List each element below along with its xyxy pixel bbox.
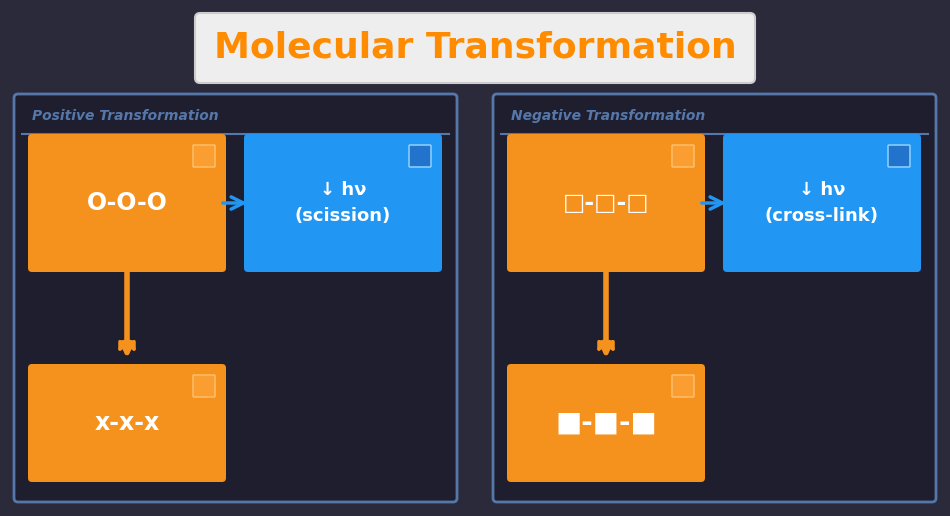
Text: ↓ hν
(scission): ↓ hν (scission) [294, 181, 391, 225]
FancyBboxPatch shape [672, 145, 694, 167]
FancyBboxPatch shape [195, 13, 755, 83]
FancyBboxPatch shape [409, 145, 431, 167]
Text: ↓ hν
(cross-link): ↓ hν (cross-link) [765, 181, 879, 225]
FancyBboxPatch shape [28, 364, 226, 482]
FancyBboxPatch shape [493, 94, 936, 502]
Text: O-O-O: O-O-O [86, 191, 167, 215]
FancyBboxPatch shape [244, 134, 442, 272]
Text: Molecular Transformation: Molecular Transformation [214, 31, 736, 65]
FancyBboxPatch shape [28, 134, 226, 272]
Text: x-x-x: x-x-x [94, 411, 160, 435]
FancyBboxPatch shape [507, 134, 705, 272]
Text: Positive Transformation: Positive Transformation [32, 109, 219, 123]
Text: ■-■-■: ■-■-■ [555, 409, 656, 437]
FancyBboxPatch shape [723, 134, 921, 272]
FancyBboxPatch shape [193, 145, 215, 167]
Text: □-□-□: □-□-□ [562, 191, 649, 215]
FancyBboxPatch shape [888, 145, 910, 167]
FancyBboxPatch shape [672, 375, 694, 397]
FancyBboxPatch shape [193, 375, 215, 397]
Text: Negative Transformation: Negative Transformation [511, 109, 705, 123]
FancyBboxPatch shape [14, 94, 457, 502]
FancyBboxPatch shape [507, 364, 705, 482]
